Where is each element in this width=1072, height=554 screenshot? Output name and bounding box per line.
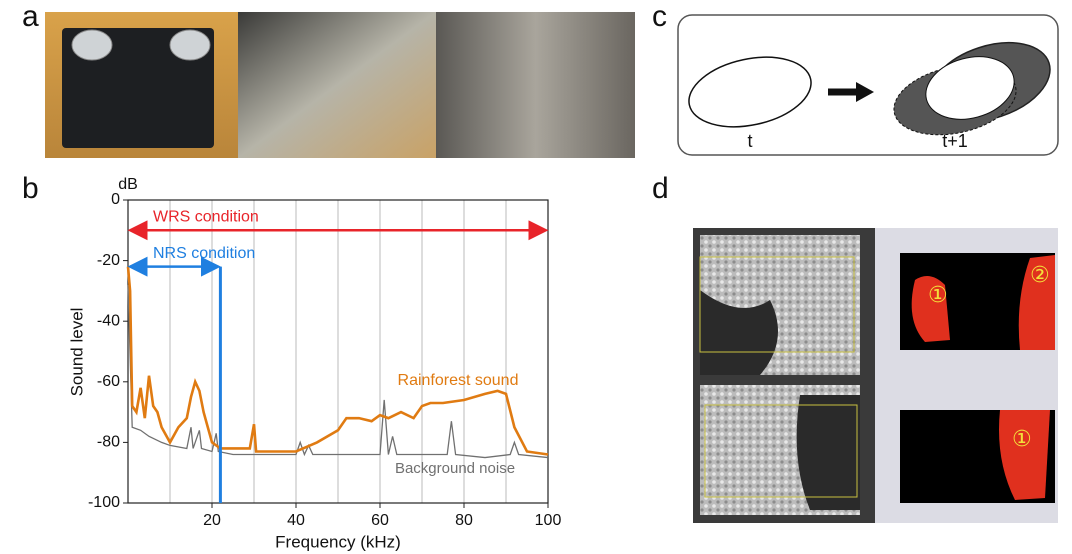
ellipse-overlap <box>925 56 1015 120</box>
speaker <box>71 29 113 61</box>
y-tick-label: -80 <box>97 434 120 451</box>
panel-label: b <box>22 172 39 205</box>
arrow-head <box>856 82 874 102</box>
series-label: Rainforest sound <box>398 372 519 389</box>
y-tick-label: 0 <box>111 191 120 208</box>
tracking-images: ① ② ① <box>693 228 1058 523</box>
marker: ② <box>1030 262 1050 287</box>
y-tick-label: -100 <box>88 494 120 511</box>
x-tick-label: 20 <box>203 512 221 529</box>
shadow <box>700 290 778 375</box>
photos <box>45 12 635 158</box>
marker: ① <box>1012 426 1032 451</box>
panel-label: d <box>652 172 669 205</box>
unit-label: dB <box>118 176 138 193</box>
marker: ① <box>928 282 948 307</box>
x-tick-label: 60 <box>371 512 389 529</box>
x-axis-label: Frequency (kHz) <box>275 532 401 551</box>
schematic: t t+1 <box>677 14 1059 156</box>
shadow <box>796 395 860 510</box>
plot: -100 -80 -60 -40 -20 0 20 40 60 80 100 Rainforest s… <box>88 191 561 529</box>
label-t: t <box>747 131 752 151</box>
x-tick-label: 80 <box>455 512 473 529</box>
condition-label: WRS condition <box>153 209 259 226</box>
photo-cage <box>238 12 436 158</box>
speaker <box>169 29 211 61</box>
plot-frame <box>127 199 549 504</box>
label-t1: t+1 <box>942 131 968 151</box>
roi <box>704 404 858 498</box>
panel-label: a <box>22 0 39 33</box>
blob <box>911 276 950 342</box>
y-tick-label: -60 <box>97 373 120 390</box>
photo-rack <box>436 12 635 158</box>
y-tick-label: -20 <box>97 252 120 269</box>
blob <box>1018 255 1055 350</box>
y-tick-label: -40 <box>97 312 120 329</box>
ellipse-t <box>688 56 812 128</box>
y-axis-label: Sound level <box>67 308 86 397</box>
blob <box>999 410 1050 500</box>
series-label: Background noise <box>395 460 515 477</box>
series-line <box>126 266 549 456</box>
condition-label: NRS condition <box>153 245 255 262</box>
x-tick-label: 40 <box>287 512 305 529</box>
roi <box>699 256 855 353</box>
panel-label: c <box>652 0 667 33</box>
x-tick-label: 100 <box>535 512 562 529</box>
